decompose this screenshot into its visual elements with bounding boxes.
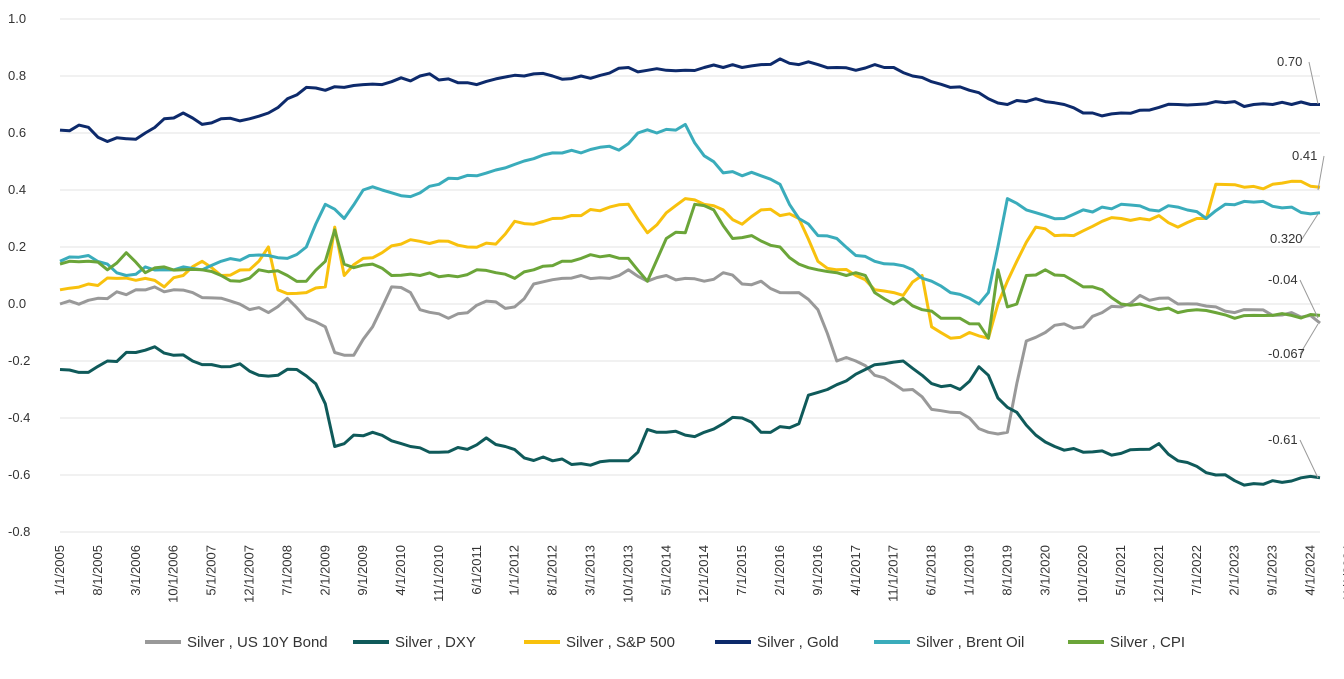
x-tick-label: 7/1/2008 bbox=[279, 545, 294, 596]
x-tick-label: 11/1/2017 bbox=[886, 545, 901, 602]
x-tick-label: 10/1/2006 bbox=[166, 545, 181, 603]
end-label-leader bbox=[1299, 279, 1319, 319]
x-tick-label: 4/1/2024 bbox=[1303, 545, 1318, 596]
x-tick-label: 1/1/2012 bbox=[507, 545, 522, 596]
x-tick-label: 3/1/2020 bbox=[1037, 545, 1052, 596]
series-line-sp500 bbox=[59, 179, 1321, 340]
x-tick-label: 11/1/2024 bbox=[1340, 545, 1344, 602]
x-tick-label: 3/1/2006 bbox=[128, 545, 143, 596]
x-tick-label: 7/1/2015 bbox=[734, 545, 749, 596]
y-tick-label: 0.0 bbox=[8, 296, 26, 311]
legend: Silver , US 10Y Bond Silver , DXY Silver ,… bbox=[145, 634, 1185, 651]
end-label-leader bbox=[1299, 439, 1319, 479]
x-tick-label: 6/1/2011 bbox=[469, 545, 484, 595]
end-label-leader bbox=[1317, 155, 1325, 191]
end-label: 0.320 bbox=[1270, 231, 1303, 246]
x-axis-ticks: 1/1/2005 8/1/2005 3/1/2006 10/1/2006 5/1/200… bbox=[52, 545, 1344, 603]
y-tick-label: 0.2 bbox=[8, 239, 26, 254]
x-tick-label: 10/1/2020 bbox=[1075, 545, 1090, 603]
x-tick-label: 12/1/2007 bbox=[241, 545, 256, 603]
end-label-leader bbox=[1308, 61, 1319, 105]
legend-entry: Silver , CPI bbox=[1110, 634, 1185, 651]
legend-entry: Silver , DXY bbox=[395, 634, 476, 651]
series-line-gold bbox=[59, 57, 1320, 143]
y-tick-label: -0.6 bbox=[8, 467, 30, 482]
end-label-leader bbox=[1301, 213, 1319, 240]
series-line-brent-oil bbox=[59, 122, 1321, 306]
x-tick-label: 8/1/2019 bbox=[999, 545, 1014, 596]
x-tick-label: 1/1/2019 bbox=[961, 545, 976, 596]
x-tick-label: 5/1/2014 bbox=[658, 545, 673, 596]
end-label: 0.70 bbox=[1277, 54, 1302, 69]
series-line-us-10y-bond bbox=[59, 268, 1321, 436]
x-tick-label: 6/1/2018 bbox=[924, 545, 939, 596]
x-tick-label: 9/1/2016 bbox=[810, 545, 825, 596]
x-tick-label: 4/1/2010 bbox=[393, 545, 408, 596]
legend-entry: Silver , US 10Y Bond bbox=[187, 634, 328, 651]
x-tick-label: 5/1/2021 bbox=[1113, 545, 1128, 596]
y-tick-label: 0.4 bbox=[8, 182, 26, 197]
x-tick-label: 11/1/2010 bbox=[431, 545, 446, 602]
x-tick-label: 1/1/2005 bbox=[52, 545, 67, 596]
y-tick-label: 0.8 bbox=[8, 68, 26, 83]
end-label: -0.61 bbox=[1268, 432, 1298, 447]
x-tick-label: 8/1/2012 bbox=[545, 545, 560, 596]
legend-entry: Silver , Brent Oil bbox=[916, 634, 1024, 651]
end-label: -0.067 bbox=[1268, 346, 1305, 361]
x-tick-label: 2/1/2016 bbox=[772, 545, 787, 596]
x-tick-label: 4/1/2017 bbox=[848, 545, 863, 596]
y-tick-label: -0.4 bbox=[8, 410, 30, 425]
x-tick-label: 8/1/2005 bbox=[90, 545, 105, 596]
series-lines bbox=[59, 57, 1321, 487]
x-tick-label: 7/1/2022 bbox=[1189, 545, 1204, 596]
legend-entry: Silver , Gold bbox=[757, 634, 839, 651]
gridlines bbox=[60, 18, 1320, 533]
end-label-leader bbox=[1299, 323, 1319, 355]
x-tick-label: 10/1/2013 bbox=[620, 545, 635, 603]
x-tick-label: 12/1/2021 bbox=[1151, 545, 1166, 603]
x-tick-label: 2/1/2009 bbox=[317, 545, 332, 596]
x-tick-label: 9/1/2023 bbox=[1265, 545, 1280, 596]
x-tick-label: 2/1/2023 bbox=[1227, 545, 1242, 596]
x-tick-label: 9/1/2009 bbox=[355, 545, 370, 596]
x-tick-label: 12/1/2014 bbox=[696, 545, 711, 603]
series-line-cpi bbox=[59, 202, 1321, 340]
y-tick-label: -0.8 bbox=[8, 524, 30, 539]
x-tick-label: 5/1/2007 bbox=[204, 545, 219, 596]
end-label: 0.41 bbox=[1292, 148, 1317, 163]
end-label: -0.04 bbox=[1268, 272, 1298, 287]
y-tick-label: -0.2 bbox=[8, 353, 30, 368]
y-tick-label: 0.6 bbox=[8, 125, 26, 140]
end-labels: 0.70 0.41 0.320 -0.04 -0.067 -0.61 bbox=[1268, 54, 1325, 479]
x-tick-label: 3/1/2013 bbox=[583, 545, 598, 596]
series-line-dxy bbox=[59, 345, 1321, 487]
y-tick-label: 1.0 bbox=[8, 11, 26, 26]
legend-entry: Silver , S&P 500 bbox=[566, 634, 675, 651]
y-axis-ticks: 1.0 0.8 0.6 0.4 0.2 0.0 -0.2 -0.4 -0.6 -0.8 bbox=[8, 11, 30, 539]
